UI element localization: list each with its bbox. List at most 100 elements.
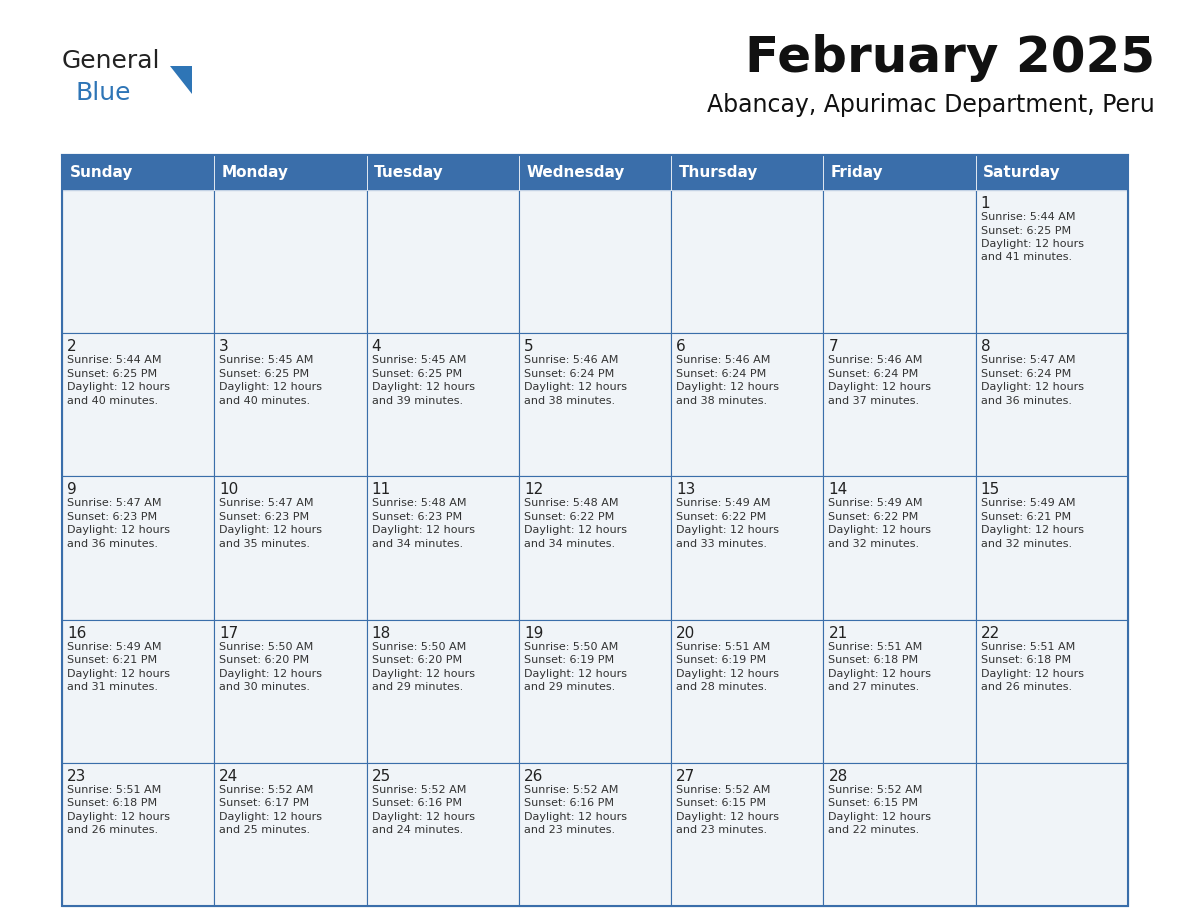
Text: Tuesday: Tuesday [374, 165, 444, 180]
Text: 13: 13 [676, 482, 695, 498]
Text: 12: 12 [524, 482, 543, 498]
Bar [975, 190, 1127, 333]
Text: 4: 4 [372, 339, 381, 354]
Text: Sunset: 6:24 PM: Sunset: 6:24 PM [828, 369, 918, 379]
Text: Sunrise: 5:52 AM: Sunrise: 5:52 AM [524, 785, 618, 795]
Bar [823, 333, 975, 476]
Text: Daylight: 12 hours: Daylight: 12 hours [220, 382, 322, 392]
Bar [975, 155, 1127, 190]
Text: Sunset: 6:23 PM: Sunset: 6:23 PM [67, 512, 157, 522]
Text: Sunday: Sunday [70, 165, 133, 180]
Bar [367, 620, 519, 763]
Text: 7: 7 [828, 339, 838, 354]
Text: and 26 minutes.: and 26 minutes. [981, 682, 1072, 692]
Bar [671, 155, 823, 190]
Text: Sunrise: 5:45 AM: Sunrise: 5:45 AM [220, 355, 314, 365]
Text: and 28 minutes.: and 28 minutes. [676, 682, 767, 692]
Text: Sunrise: 5:52 AM: Sunrise: 5:52 AM [676, 785, 771, 795]
Text: Sunset: 6:21 PM: Sunset: 6:21 PM [981, 512, 1070, 522]
Text: Sunset: 6:21 PM: Sunset: 6:21 PM [67, 655, 157, 666]
Text: Daylight: 12 hours: Daylight: 12 hours [67, 525, 170, 535]
Text: Daylight: 12 hours: Daylight: 12 hours [828, 668, 931, 678]
Text: Sunrise: 5:51 AM: Sunrise: 5:51 AM [676, 642, 770, 652]
Text: and 38 minutes.: and 38 minutes. [676, 396, 767, 406]
Bar [671, 620, 823, 763]
Bar [519, 763, 671, 906]
Text: Sunset: 6:15 PM: Sunset: 6:15 PM [828, 799, 918, 809]
Text: Sunset: 6:16 PM: Sunset: 6:16 PM [524, 799, 614, 809]
Text: 10: 10 [220, 482, 239, 498]
Polygon shape [170, 66, 192, 94]
Text: Daylight: 12 hours: Daylight: 12 hours [828, 525, 931, 535]
Text: Sunset: 6:23 PM: Sunset: 6:23 PM [372, 512, 462, 522]
Text: Sunset: 6:22 PM: Sunset: 6:22 PM [524, 512, 614, 522]
Bar [671, 190, 823, 333]
Text: Daylight: 12 hours: Daylight: 12 hours [828, 812, 931, 822]
Bar [519, 476, 671, 620]
Text: 24: 24 [220, 768, 239, 784]
Text: Daylight: 12 hours: Daylight: 12 hours [372, 525, 474, 535]
Bar [823, 476, 975, 620]
Text: Daylight: 12 hours: Daylight: 12 hours [220, 668, 322, 678]
Text: 22: 22 [981, 625, 1000, 641]
Bar [214, 190, 367, 333]
Text: Abancay, Apurimac Department, Peru: Abancay, Apurimac Department, Peru [707, 93, 1155, 117]
Text: Daylight: 12 hours: Daylight: 12 hours [981, 239, 1083, 249]
Text: 15: 15 [981, 482, 1000, 498]
Text: and 23 minutes.: and 23 minutes. [524, 825, 615, 835]
Text: 6: 6 [676, 339, 685, 354]
Bar [367, 190, 519, 333]
Text: Sunrise: 5:46 AM: Sunrise: 5:46 AM [676, 355, 771, 365]
Text: Daylight: 12 hours: Daylight: 12 hours [981, 382, 1083, 392]
Text: Sunrise: 5:46 AM: Sunrise: 5:46 AM [524, 355, 618, 365]
Text: Daylight: 12 hours: Daylight: 12 hours [220, 812, 322, 822]
Text: 3: 3 [220, 339, 229, 354]
Bar [62, 155, 1127, 906]
Text: Sunrise: 5:52 AM: Sunrise: 5:52 AM [828, 785, 923, 795]
Text: and 36 minutes.: and 36 minutes. [67, 539, 158, 549]
Text: 18: 18 [372, 625, 391, 641]
Bar [671, 763, 823, 906]
Text: Sunrise: 5:50 AM: Sunrise: 5:50 AM [220, 642, 314, 652]
Text: and 27 minutes.: and 27 minutes. [828, 682, 920, 692]
Text: 25: 25 [372, 768, 391, 784]
Text: 11: 11 [372, 482, 391, 498]
Text: and 37 minutes.: and 37 minutes. [828, 396, 920, 406]
Text: Daylight: 12 hours: Daylight: 12 hours [981, 668, 1083, 678]
Bar [519, 190, 671, 333]
Text: Blue: Blue [76, 81, 132, 105]
Text: and 26 minutes.: and 26 minutes. [67, 825, 158, 835]
Text: Sunrise: 5:47 AM: Sunrise: 5:47 AM [67, 498, 162, 509]
Text: Monday: Monday [222, 165, 289, 180]
Text: Sunset: 6:25 PM: Sunset: 6:25 PM [220, 369, 309, 379]
Text: Wednesday: Wednesday [526, 165, 625, 180]
Text: Daylight: 12 hours: Daylight: 12 hours [67, 668, 170, 678]
Text: 23: 23 [67, 768, 87, 784]
Text: 9: 9 [67, 482, 77, 498]
Text: Sunrise: 5:51 AM: Sunrise: 5:51 AM [67, 785, 162, 795]
Text: Sunrise: 5:49 AM: Sunrise: 5:49 AM [67, 642, 162, 652]
Bar [823, 155, 975, 190]
Text: Sunrise: 5:49 AM: Sunrise: 5:49 AM [828, 498, 923, 509]
Text: Sunrise: 5:52 AM: Sunrise: 5:52 AM [220, 785, 314, 795]
Text: Daylight: 12 hours: Daylight: 12 hours [981, 525, 1083, 535]
Bar [519, 620, 671, 763]
Text: Sunset: 6:19 PM: Sunset: 6:19 PM [524, 655, 614, 666]
Text: 20: 20 [676, 625, 695, 641]
Text: 21: 21 [828, 625, 848, 641]
Text: Daylight: 12 hours: Daylight: 12 hours [524, 525, 627, 535]
Text: Daylight: 12 hours: Daylight: 12 hours [676, 525, 779, 535]
Text: Daylight: 12 hours: Daylight: 12 hours [524, 382, 627, 392]
Text: Sunrise: 5:47 AM: Sunrise: 5:47 AM [220, 498, 314, 509]
Text: February 2025: February 2025 [745, 34, 1155, 82]
Bar [62, 333, 214, 476]
Text: and 25 minutes.: and 25 minutes. [220, 825, 310, 835]
Bar [519, 155, 671, 190]
Bar [975, 763, 1127, 906]
Text: and 23 minutes.: and 23 minutes. [676, 825, 767, 835]
Bar [214, 620, 367, 763]
Bar [367, 333, 519, 476]
Text: Sunset: 6:24 PM: Sunset: 6:24 PM [524, 369, 614, 379]
Text: and 22 minutes.: and 22 minutes. [828, 825, 920, 835]
Text: and 32 minutes.: and 32 minutes. [828, 539, 920, 549]
